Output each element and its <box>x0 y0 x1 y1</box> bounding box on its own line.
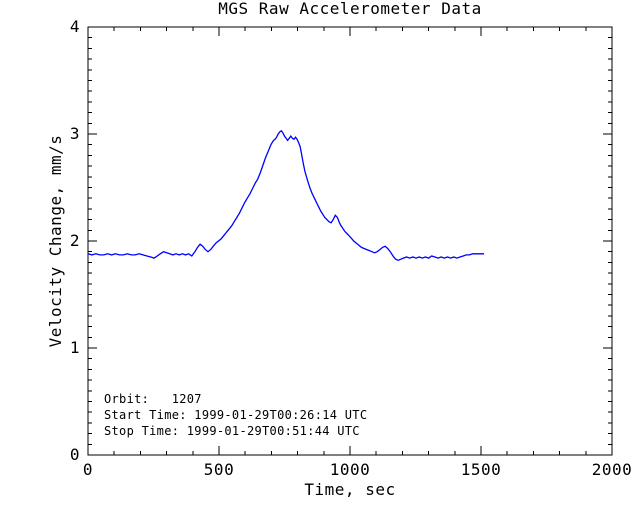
data-series-line <box>87 129 485 262</box>
x-tick-label: 2000 <box>591 460 633 479</box>
x-tick-label: 1000 <box>329 460 371 479</box>
x-axis-title: Time, sec <box>304 480 396 499</box>
x-tick-label: 500 <box>203 460 235 479</box>
x-tick-label: 1500 <box>460 460 502 479</box>
annotation-start-time: Start Time: 1999-01-29T00:26:14 UTC <box>104 408 368 422</box>
x-tick-label: 0 <box>82 460 94 479</box>
y-tick-label: 4 <box>69 17 80 36</box>
chart-title: MGS Raw Accelerometer Data <box>218 0 482 18</box>
y-tick-label: 3 <box>69 124 80 143</box>
y-tick-label: 1 <box>69 338 80 357</box>
y-tick-label: 2 <box>69 231 80 250</box>
annotation-orbit: Orbit: 1207 <box>104 392 202 406</box>
annotation-stop-time: Stop Time: 1999-01-29T00:51:44 UTC <box>104 424 360 438</box>
y-tick-label: 0 <box>69 445 80 464</box>
